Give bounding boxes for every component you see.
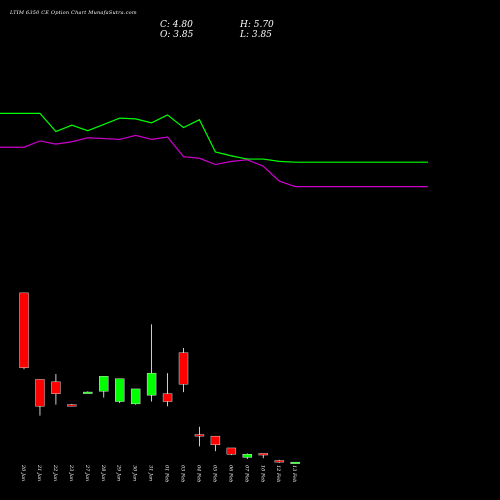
x-tick-label: 13 Feb: [291, 465, 297, 482]
candle-body: [258, 453, 268, 456]
x-tick-label: 30 Jan: [132, 465, 138, 481]
low-value: L: 3.85: [240, 30, 272, 40]
candle-body: [290, 461, 300, 464]
x-tick-label: 23 Jan: [68, 464, 74, 481]
candles: [19, 292, 300, 464]
close-value: C: 4.80: [160, 20, 193, 30]
x-tick-label: 31 Jan: [148, 465, 154, 481]
chart-title: LTIM 6350 CE Option Chart MunafaSutra.co…: [10, 10, 137, 16]
x-tick-label: 29 Jan: [116, 464, 122, 481]
x-tick-label: 01 Feb: [164, 465, 170, 482]
x-tick-label: 21 Jan: [36, 464, 42, 481]
candle-body: [194, 434, 205, 437]
x-tick-label: 12 Feb: [275, 465, 281, 482]
x-tick-label: 07 Feb: [243, 465, 249, 482]
overlay-line-1: [0, 134, 428, 188]
candle-body: [210, 435, 221, 446]
x-axis-ticks: 20 Jan 21 Jan 22 Jan 23 Jan 27 Jan 28 Jan 29 J…: [20, 464, 297, 482]
x-tick-label: 03 Feb: [180, 465, 186, 482]
candle-body: [146, 372, 157, 396]
open-value: O: 3.85: [160, 30, 194, 40]
candle-body: [130, 388, 141, 405]
high-value: H: 5.70: [240, 20, 274, 30]
candle-body: [35, 379, 45, 407]
candle-body: [178, 352, 189, 385]
candle-body: [242, 454, 253, 458]
candle-body: [51, 381, 61, 394]
x-tick-label: 28 Jan: [100, 464, 106, 481]
x-tick-label: 06 Feb: [227, 465, 233, 482]
x-tick-label: 04 Feb: [195, 465, 201, 482]
candle-body: [162, 393, 173, 402]
candle-body: [83, 391, 93, 394]
x-tick-label: 20 Jan: [20, 464, 26, 481]
overlay-line-0: [0, 112, 428, 163]
candle-body: [114, 378, 125, 402]
x-tick-label: 27 Jan: [84, 464, 90, 481]
candle-body: [67, 404, 77, 407]
x-tick-label: 22 Jan: [52, 464, 58, 481]
overlay-lines: [0, 112, 428, 188]
candle-body: [19, 292, 29, 368]
x-tick-label: 05 Feb: [211, 465, 217, 482]
x-tick-label: 10 Feb: [259, 465, 265, 482]
candle-body: [99, 376, 109, 392]
candle-body: [274, 460, 284, 463]
candle-body: [226, 447, 237, 455]
